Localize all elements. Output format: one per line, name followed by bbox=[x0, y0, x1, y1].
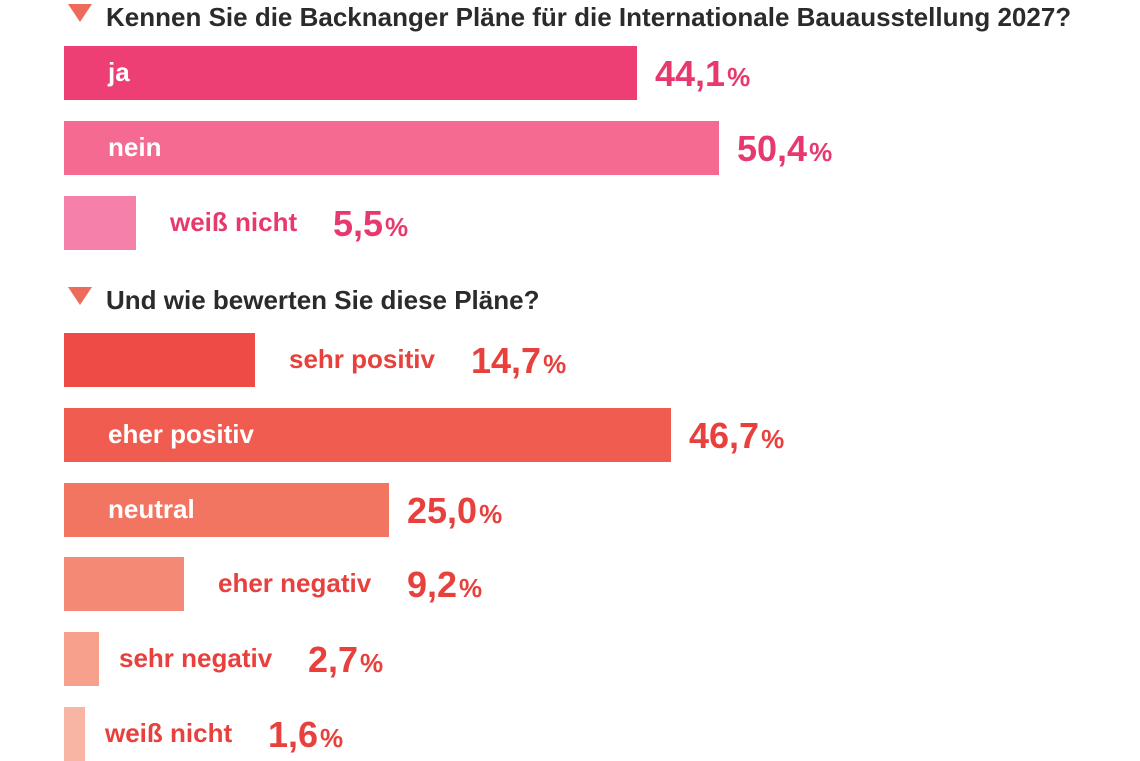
triangle-icon bbox=[68, 4, 92, 22]
value-number: 9,2 bbox=[407, 564, 458, 605]
value-label: 5,5% bbox=[333, 204, 408, 247]
bar bbox=[64, 408, 671, 462]
chart-title-text: Und wie bewerten Sie diese Pläne? bbox=[106, 285, 540, 315]
bar bbox=[64, 46, 637, 100]
value-unit: % bbox=[385, 212, 409, 242]
value-label: 14,7% bbox=[471, 341, 566, 384]
bar bbox=[64, 333, 255, 387]
value-number: 25,0 bbox=[407, 490, 478, 531]
chart-title-text: Kennen Sie die Backnanger Pläne für die … bbox=[106, 2, 1072, 32]
bar bbox=[64, 196, 136, 250]
category-label: nein bbox=[108, 132, 162, 162]
bar bbox=[64, 557, 184, 611]
chart-title: Kennen Sie die Backnanger Pläne für die … bbox=[68, 2, 1071, 32]
value-unit: % bbox=[320, 723, 344, 753]
bar bbox=[64, 121, 719, 175]
value-unit: % bbox=[543, 349, 567, 379]
value-number: 46,7 bbox=[689, 415, 760, 456]
value-unit: % bbox=[459, 573, 483, 603]
value-number: 5,5 bbox=[333, 203, 384, 244]
value-unit: % bbox=[479, 499, 503, 529]
category-label: eher negativ bbox=[218, 568, 372, 598]
value-number: 50,4 bbox=[737, 128, 808, 169]
bar bbox=[64, 483, 389, 537]
category-label: weiß nicht bbox=[105, 718, 233, 748]
category-label: sehr positiv bbox=[289, 344, 435, 374]
triangle-icon bbox=[68, 287, 92, 305]
category-label: neutral bbox=[108, 494, 195, 524]
value-label: 46,7% bbox=[689, 416, 784, 459]
value-unit: % bbox=[360, 648, 384, 678]
value-number: 2,7 bbox=[308, 639, 359, 680]
value-unit: % bbox=[809, 137, 833, 167]
category-label: sehr negativ bbox=[119, 643, 273, 673]
bar bbox=[64, 632, 99, 686]
value-label: 50,4% bbox=[737, 129, 832, 172]
value-number: 14,7 bbox=[471, 340, 542, 381]
value-number: 1,6 bbox=[268, 714, 319, 755]
value-label: 9,2% bbox=[407, 565, 482, 608]
category-label: weiß nicht bbox=[170, 207, 298, 237]
category-label: eher positiv bbox=[108, 419, 254, 449]
chart-title: Und wie bewerten Sie diese Pläne? bbox=[68, 285, 539, 315]
bar bbox=[64, 707, 85, 761]
category-label: ja bbox=[108, 57, 130, 87]
value-unit: % bbox=[761, 424, 785, 454]
value-label: 1,6% bbox=[268, 715, 343, 758]
value-label: 2,7% bbox=[308, 640, 383, 683]
value-number: 44,1 bbox=[655, 53, 726, 94]
value-label: 25,0% bbox=[407, 491, 502, 534]
value-label: 44,1% bbox=[655, 54, 750, 97]
value-unit: % bbox=[727, 62, 751, 92]
